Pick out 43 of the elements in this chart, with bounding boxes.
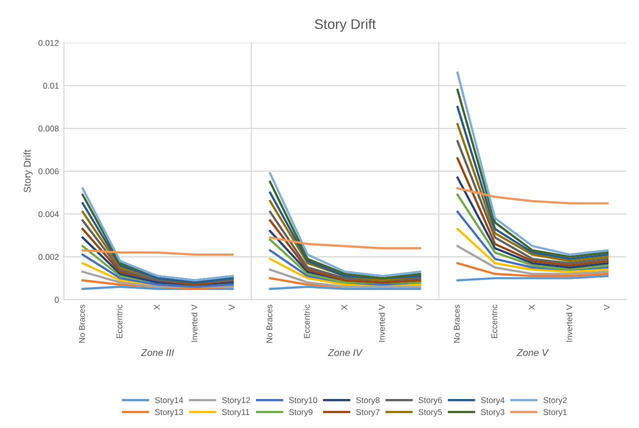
chart-title: Story Drift	[314, 18, 376, 32]
x-tick-label: X	[341, 304, 348, 310]
x-axis-title: Zone V	[516, 349, 549, 356]
y-tick-label: 0.004	[38, 211, 59, 218]
y-tick-label: 0.01	[43, 82, 59, 89]
legend-label: Story11	[222, 409, 250, 417]
line-series	[82, 279, 234, 290]
x-tick-label: No Braces	[266, 304, 272, 343]
x-axis-title: Zone IV	[328, 349, 363, 356]
line-series	[82, 254, 234, 288]
x-tick-label: V	[604, 304, 610, 310]
x-axis-title: Zone III	[140, 349, 174, 356]
x-tick-label: Eccentric	[304, 304, 310, 338]
x-tick-label: No Braces	[79, 304, 85, 343]
x-tick-label: X	[528, 304, 535, 310]
legend-label: Story12	[222, 397, 250, 405]
legend-label: Story2	[543, 397, 567, 405]
legend-label: Story1	[543, 409, 567, 417]
x-tick-label: Inverted V	[566, 304, 572, 342]
y-axis-title: Story Drift	[24, 150, 33, 192]
x-tick-label: Inverted V	[378, 304, 385, 342]
y-tick-label: 0.008	[38, 126, 59, 132]
legend-label: Story13	[155, 409, 184, 417]
x-tick-label: Eccentric	[491, 304, 498, 338]
y-tick-label: 0.012	[38, 40, 59, 46]
legend-label: Story4	[481, 397, 504, 405]
legend-label: Story5	[418, 409, 442, 417]
y-tick-label: 0.002	[38, 254, 59, 260]
x-tick-label: No Braces	[454, 304, 460, 343]
x-tick-label: Eccentric	[116, 304, 122, 338]
legend-label: Story6	[418, 397, 442, 405]
legend-label: Story7	[356, 409, 380, 417]
y-tick-label: 0	[54, 296, 59, 303]
x-tick-label: Inverted V	[191, 304, 198, 342]
x-tick-label: X	[154, 304, 160, 310]
legend-label: Story9	[289, 409, 312, 417]
legend-label: Story14	[155, 397, 184, 405]
x-tick-label: V	[229, 304, 235, 310]
legend-label: Story3	[481, 409, 504, 417]
legend-label: Story8	[356, 397, 380, 405]
y-tick-label: 0.006	[38, 168, 59, 174]
legend-label: Story10	[289, 397, 318, 405]
x-tick-label: V	[416, 304, 422, 310]
